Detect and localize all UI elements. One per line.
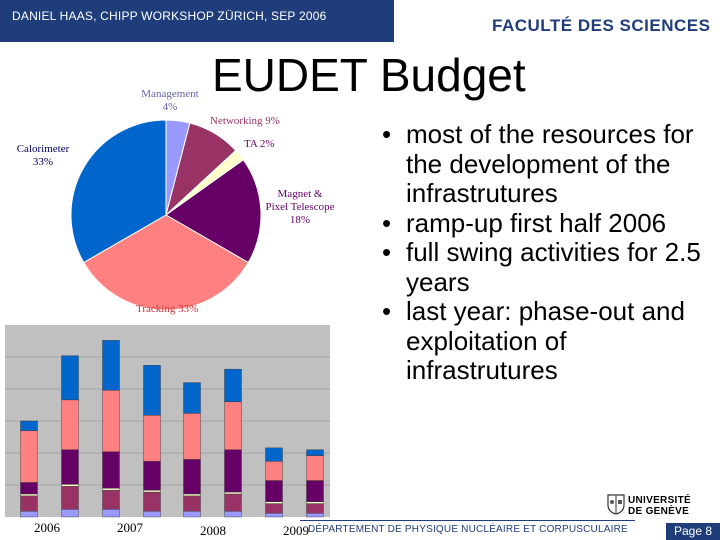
event-label: DANIEL HAAS, CHIPP WORKSHOP ZÜRICH, SEP … xyxy=(12,9,327,23)
pie-label-magnet-line2: Pixel Telescope xyxy=(265,201,335,213)
bar-segment-networking xyxy=(61,486,79,510)
bar-segment-magnet-pixel-telescope xyxy=(265,480,283,502)
bar-segment-networking xyxy=(20,495,38,512)
pie-slice-ta xyxy=(165,149,245,216)
bar-segment-magnet-pixel-telescope xyxy=(61,449,79,485)
bullet-text: ramp-up first half 2006 xyxy=(406,207,667,238)
bullet-marker: • xyxy=(382,207,392,238)
pie-label-magnet-line3: 18% xyxy=(289,214,311,226)
bar-segment-ta xyxy=(306,501,324,504)
bullet-text: most of the resources for the developmen… xyxy=(406,119,694,208)
bar-segment-ta xyxy=(20,493,38,497)
bullet-item: • last year: phase-out and exploitation o… xyxy=(382,296,712,386)
bar-segment-management xyxy=(102,509,120,518)
bar-segment-ta xyxy=(102,488,120,491)
pie-label-calorimeter: Calorimeter 33% xyxy=(8,143,78,169)
pie-label-management-value: 4% xyxy=(162,101,178,113)
pie-label-calorimeter-value: 33% xyxy=(32,156,54,168)
bar-segment-networking xyxy=(265,503,283,514)
header-bar: DANIEL HAAS, CHIPP WORKSHOP ZÜRICH, SEP … xyxy=(0,0,394,42)
bar-segment-tracking xyxy=(102,390,120,452)
bullet-marker: • xyxy=(382,296,392,326)
bar-segment-magnet-pixel-telescope xyxy=(20,482,38,495)
bar-segment-management xyxy=(265,512,283,518)
faculty-label: FACULTÉ DES SCIENCES xyxy=(492,16,711,35)
pie-slice-calorimeter xyxy=(70,119,167,264)
bar-segment-calorimeter xyxy=(183,382,201,414)
bullet-text: last year: phase-out and exploitation of… xyxy=(406,296,685,385)
pie-label-magnet-line1: Magnet & xyxy=(277,188,323,200)
pie-label-calorimeter-name: Calorimeter xyxy=(16,143,70,155)
bar-segment-calorimeter xyxy=(306,449,324,456)
bullet-marker: • xyxy=(382,119,392,149)
university-crest-icon xyxy=(607,494,625,515)
bar-segment-management xyxy=(306,512,324,518)
bar-segment-management xyxy=(143,511,161,518)
bar-segment-magnet-pixel-telescope xyxy=(102,451,120,489)
pie-slice-networking xyxy=(165,122,237,217)
bar-segment-ta xyxy=(183,493,201,497)
bar-segment-networking xyxy=(143,491,161,512)
bar-segment-ta xyxy=(61,484,79,487)
bar-segment-calorimeter xyxy=(61,355,79,401)
bullet-item: • most of the resources for the developme… xyxy=(382,119,712,209)
bullet-text: full swing activities for 2.5 years xyxy=(406,237,701,297)
bar-segment-tracking xyxy=(306,455,324,481)
bar-segment-ta xyxy=(143,489,161,493)
university-line1: UNIVERSITÉ xyxy=(628,495,692,506)
year-label-2008: 2008 xyxy=(200,523,226,538)
pie-label-management-name: Management xyxy=(141,88,199,100)
pie-label-tracking: Tracking 33% xyxy=(136,303,199,315)
bar-segment-tracking xyxy=(224,401,242,450)
footer-department: DÉPARTEMENT DE PHYSIQUE NUCLÉAIRE ET COR… xyxy=(308,524,628,535)
bar-segment-networking xyxy=(306,503,324,514)
bar-segment-tracking xyxy=(61,399,79,451)
pie-slice-management xyxy=(165,119,191,216)
bar-segment-calorimeter xyxy=(143,365,161,416)
bullet-list: • most of the resources for the developme… xyxy=(382,119,712,386)
bar-segment-calorimeter xyxy=(224,368,242,403)
bar-segment-tracking xyxy=(183,413,201,460)
bar-segment-calorimeter xyxy=(265,447,283,462)
pie-label-networking: Networking 9% xyxy=(210,115,280,127)
bar-segment-networking xyxy=(102,489,120,510)
bullet-item: • full swing activities for 2.5 years xyxy=(382,237,712,297)
pie-label-ta: TA 2% xyxy=(244,138,275,150)
bar-plot-area xyxy=(5,325,330,517)
year-label-2006: 2006 xyxy=(34,520,60,535)
page-number: Page 8 xyxy=(666,523,720,540)
footer-divider xyxy=(300,520,635,521)
slide-title: EUDET Budget xyxy=(212,49,526,101)
bar-segment-management xyxy=(183,511,201,518)
university-line2: DE GENÈVE xyxy=(628,506,690,517)
bar-segment-management xyxy=(61,509,79,518)
bar-segment-management xyxy=(20,511,38,518)
bar-segment-networking xyxy=(183,495,201,512)
bar-segment-calorimeter xyxy=(102,340,120,391)
bar-segment-tracking xyxy=(265,461,283,481)
bar-segment-ta xyxy=(265,501,283,504)
bullet-marker: • xyxy=(382,237,392,267)
bar-segment-magnet-pixel-telescope xyxy=(183,459,201,495)
pie-slice-magnet-pixel-telescope xyxy=(165,159,262,264)
year-label-2009: 2009 xyxy=(283,523,309,538)
university-logo-text: UNIVERSITÉ DE GENÈVE xyxy=(628,495,691,517)
bar-segment-tracking xyxy=(20,430,38,483)
bar-segment-networking xyxy=(224,493,242,512)
bar-segment-magnet-pixel-telescope xyxy=(224,449,242,493)
bar-segment-calorimeter xyxy=(20,420,38,431)
bar-segment-magnet-pixel-telescope xyxy=(143,461,161,491)
year-label-2007: 2007 xyxy=(117,520,143,535)
bar-segment-tracking xyxy=(143,415,161,462)
pie-slice-tracking xyxy=(83,214,249,311)
bar-segment-management xyxy=(224,511,242,518)
pie-label-management: Management 4% xyxy=(134,88,206,114)
bar-segment-ta xyxy=(224,491,242,495)
bar-segment-magnet-pixel-telescope xyxy=(306,480,324,502)
pie-label-magnet: Magnet & Pixel Telescope 18% xyxy=(256,188,344,227)
bullet-item: • ramp-up first half 2006 xyxy=(382,207,712,239)
